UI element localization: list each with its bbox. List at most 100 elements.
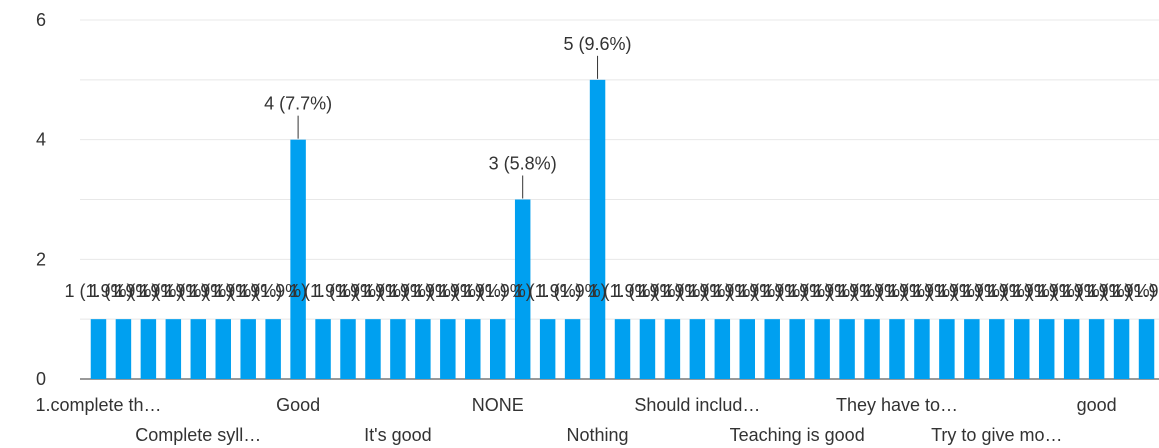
data-label: 1 (1.9%) <box>888 281 956 301</box>
bar <box>1063 319 1080 379</box>
bar <box>240 319 256 379</box>
bar <box>390 319 406 379</box>
data-label: 1 (1.9%) <box>464 281 532 301</box>
data-label: 1 (1.9%) <box>988 281 1056 301</box>
y-axis-ticks: 0 2 4 6 <box>36 10 46 389</box>
data-label: 1 (1.9%) <box>713 281 781 301</box>
y-tick-label: 2 <box>36 249 46 269</box>
data-label: 1 (1.9%) <box>1038 281 1106 301</box>
bar <box>90 319 107 379</box>
bar <box>165 319 182 379</box>
data-label: 1 (1.9%) <box>139 281 207 301</box>
data-label: 1 (1.9%) <box>1113 281 1159 301</box>
x-tick-label: Teaching is good <box>730 425 865 445</box>
data-label: 1 (1.9%) <box>763 281 831 301</box>
data-label: 1 (1.9%) <box>588 281 656 301</box>
bar <box>914 319 930 379</box>
bar <box>939 319 955 379</box>
data-labels: 1 (1.9%)1 (1.9%)1 (1.9%)1 (1.9%)1 (1.9%)… <box>64 34 1159 301</box>
bar <box>340 319 356 379</box>
bar <box>1088 319 1105 379</box>
bar <box>789 319 805 379</box>
bar <box>290 139 306 379</box>
bar <box>489 319 506 379</box>
bar <box>814 319 830 379</box>
x-tick-label: NONE <box>472 395 524 415</box>
x-tick-label: Complete syll… <box>135 425 261 445</box>
bar <box>115 319 132 379</box>
data-label: 1 (1.9%) <box>838 281 906 301</box>
data-label: 1 (1.9%) <box>963 281 1031 301</box>
y-tick-label: 0 <box>36 369 46 389</box>
x-tick-label: Nothing <box>567 425 629 445</box>
data-label: 1 (1.9%) <box>189 281 257 301</box>
data-label: 1 (1.9%) <box>539 281 607 301</box>
x-tick-label: Should includ… <box>634 395 760 415</box>
y-tick-label: 4 <box>36 130 46 150</box>
data-label: 1 (1.9%) <box>613 281 681 301</box>
bar <box>1014 319 1030 379</box>
bar <box>989 319 1005 379</box>
data-label: 1 (1.9%) <box>863 281 931 301</box>
bar <box>190 319 207 379</box>
x-tick-label: Try to give mo… <box>931 425 1062 445</box>
bar <box>664 319 681 379</box>
x-tick-label: Good <box>276 395 320 415</box>
data-label: 1 (1.9%) <box>938 281 1006 301</box>
x-tick-label: 1.complete th… <box>35 395 161 415</box>
data-label: 1 (1.9%) <box>389 281 457 301</box>
data-label: 1 (1.9%) <box>64 281 132 301</box>
x-tick-label: good <box>1077 395 1117 415</box>
y-tick-label: 6 <box>36 10 46 30</box>
bar <box>639 319 656 379</box>
data-label: 1 (1.9%) <box>239 281 307 301</box>
bar <box>964 319 980 379</box>
data-label: 1 (1.9%) <box>738 281 806 301</box>
data-label: 1 (1.9%) <box>913 281 981 301</box>
bar <box>140 319 157 379</box>
data-label: 1 (1.9%) <box>414 281 482 301</box>
bar <box>864 319 880 379</box>
x-tick-label: It's good <box>364 425 431 445</box>
data-label: 1 (1.9%) <box>1088 281 1156 301</box>
x-tick-label: They have to… <box>836 395 958 415</box>
bar <box>739 319 756 379</box>
data-label: 1 (1.9%) <box>514 281 582 301</box>
bar <box>1138 319 1155 379</box>
data-label: 1 (1.9%) <box>788 281 856 301</box>
bar <box>839 319 855 379</box>
bar <box>440 319 456 379</box>
data-label: 1 (1.9%) <box>164 281 232 301</box>
bar <box>265 319 281 379</box>
bar <box>539 319 556 379</box>
data-label: 1 (1.9%) <box>89 281 157 301</box>
data-label: 3 (5.8%) <box>489 154 557 174</box>
bar <box>365 319 381 379</box>
data-label: 4 (7.7%) <box>264 94 332 114</box>
bar <box>514 199 531 379</box>
data-label: 1 (1.9%) <box>364 281 432 301</box>
bar <box>415 319 431 379</box>
bar <box>315 319 331 379</box>
data-label: 1 (1.9%) <box>214 281 282 301</box>
bar <box>689 319 706 379</box>
data-label: 1 (1.9%) <box>289 281 357 301</box>
bar <box>614 319 631 379</box>
data-label: 1 (1.9%) <box>114 281 182 301</box>
bar <box>564 319 581 379</box>
bar <box>589 79 606 379</box>
data-label: 1 (1.9%) <box>1063 281 1131 301</box>
bars <box>90 79 1155 379</box>
bar <box>465 319 481 379</box>
data-label: 1 (1.9%) <box>638 281 706 301</box>
data-label: 1 (1.9%) <box>314 281 382 301</box>
data-label: 1 (1.9%) <box>813 281 881 301</box>
bar <box>889 319 905 379</box>
bar <box>764 319 780 379</box>
bar <box>215 319 231 379</box>
gridlines <box>80 19 1159 380</box>
data-label: 1 (1.9%) <box>339 281 407 301</box>
data-label: 1 (1.9%) <box>663 281 731 301</box>
data-label: 5 (9.6%) <box>564 34 632 54</box>
